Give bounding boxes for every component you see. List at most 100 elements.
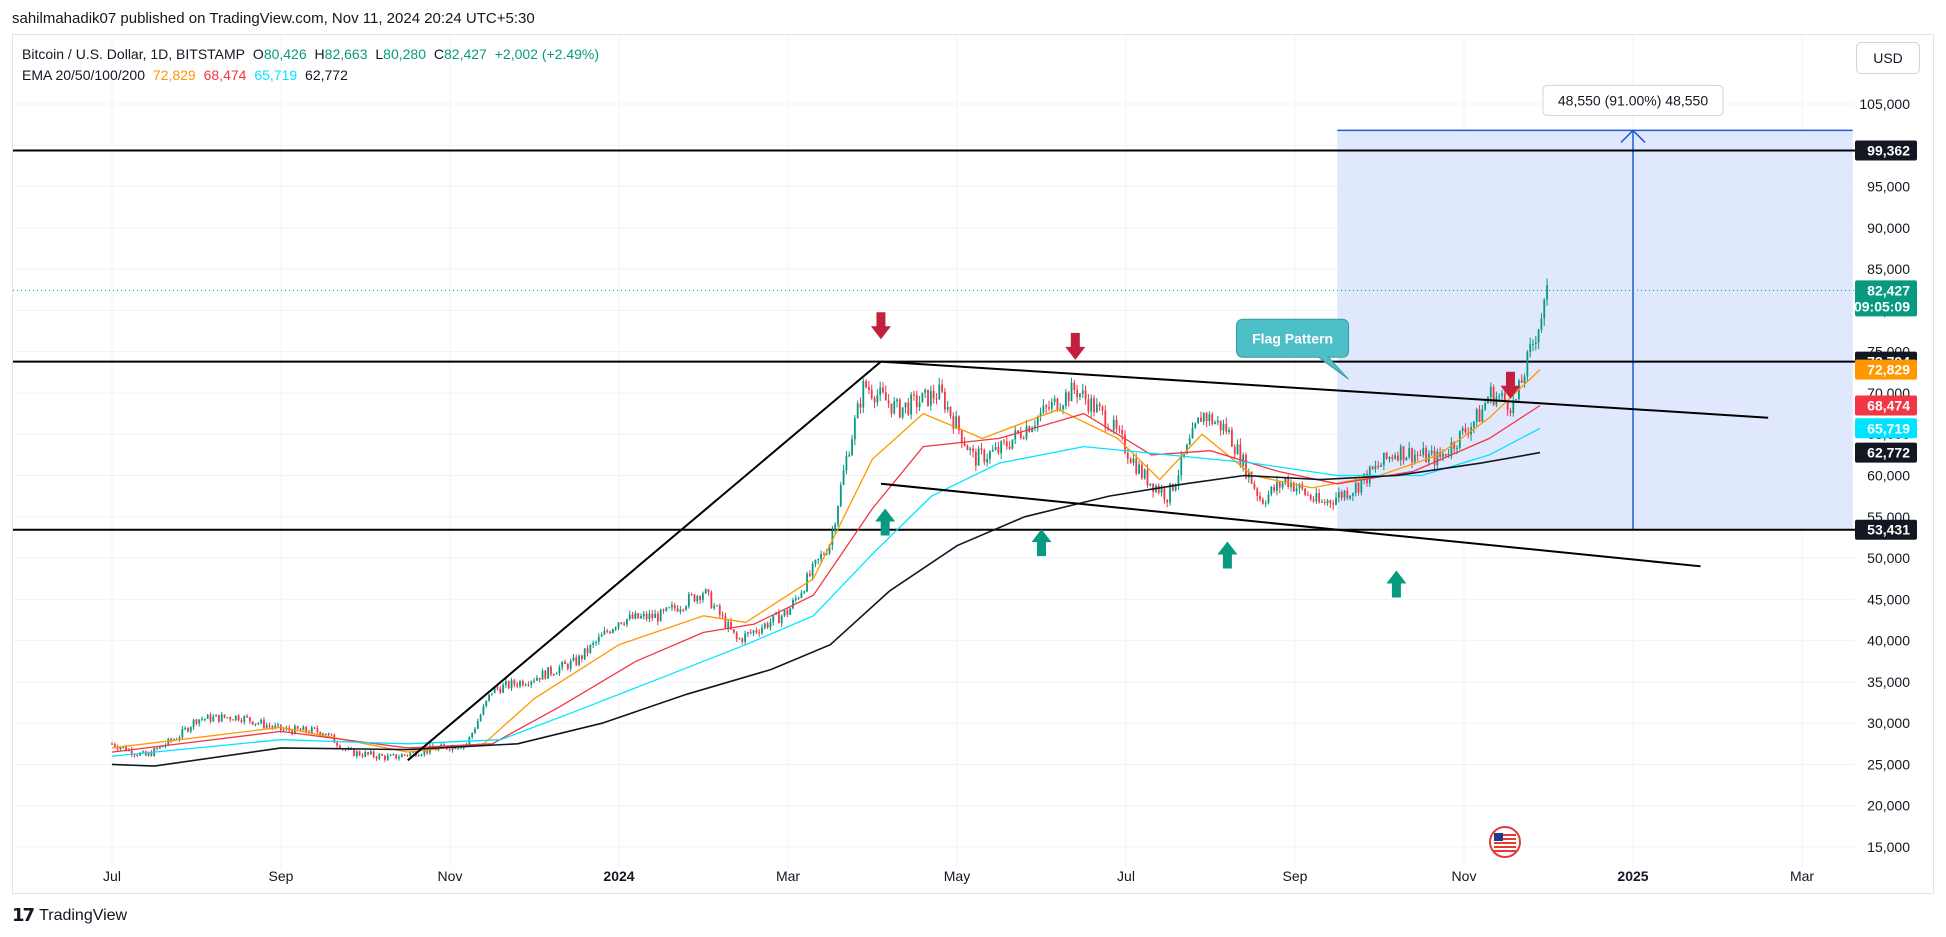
candle-body (792, 599, 794, 609)
candle-body (1073, 382, 1076, 390)
candle-body (651, 613, 654, 619)
candle-body (868, 387, 870, 390)
candle-body (977, 448, 980, 466)
candle-body (1267, 494, 1270, 504)
candle-body (1484, 403, 1487, 410)
candle-body (752, 630, 755, 633)
ema-label[interactable]: EMA 20/50/100/200 (22, 67, 145, 83)
candle-body (1537, 329, 1540, 343)
candle-body (558, 667, 561, 674)
candle-body (257, 723, 260, 725)
price-tick: 40,000 (1867, 633, 1910, 649)
candle-body (873, 397, 876, 403)
candle-body (274, 725, 277, 728)
candle-body (1464, 428, 1467, 433)
candle-body (972, 448, 974, 452)
candle-body (820, 554, 822, 559)
candle-body (212, 716, 215, 722)
candle-body (420, 754, 423, 756)
candle-body (656, 613, 659, 622)
candle-body (837, 506, 839, 525)
price-tick: 45,000 (1867, 591, 1910, 607)
currency-selector[interactable]: USD (1856, 42, 1920, 74)
candle-body (1101, 406, 1104, 411)
candle-body (597, 636, 600, 642)
candle-body (1337, 492, 1340, 498)
candle-body (1050, 401, 1053, 409)
candle-body (1529, 344, 1532, 353)
candle-body (609, 631, 611, 634)
candle-body (142, 751, 144, 753)
candle-body (1056, 398, 1059, 411)
candle-body (1501, 393, 1503, 396)
up-arrow-icon (1386, 570, 1407, 598)
candle-body (226, 717, 229, 719)
time-tick: Sep (269, 868, 294, 884)
candle-body (1405, 457, 1408, 461)
candle-body (1442, 453, 1444, 457)
candle-body (1081, 390, 1084, 394)
candle-body (1160, 488, 1163, 493)
candle-body (1489, 386, 1492, 398)
candle-body (1076, 389, 1079, 398)
candle-body (1540, 318, 1543, 330)
price-tag-text: 62,772 (1867, 445, 1910, 461)
candle-body (853, 418, 856, 440)
candle-body (963, 442, 966, 446)
candle-body (808, 573, 811, 576)
candle-body (299, 728, 302, 731)
candle-body (648, 613, 651, 620)
signal-arrows (870, 312, 1521, 598)
up-arrow-icon (1031, 529, 1052, 557)
footer-brand[interactable]: 𝟭𝟳 TradingView (12, 905, 127, 926)
candle-body (730, 622, 732, 630)
candle-body (960, 430, 963, 443)
candle-body (322, 733, 324, 735)
candle-body (707, 589, 710, 593)
candle-body (1461, 428, 1464, 431)
price-tick: 50,000 (1867, 550, 1910, 566)
price-tag-bg (1855, 280, 1917, 317)
candle-body (1475, 409, 1478, 422)
candle-body (1250, 471, 1253, 484)
time-axis: Jul Sep Nov 2024 Mar May Jul Sep Nov 2025 Mar (103, 868, 1814, 884)
candle-body (1270, 486, 1273, 495)
candle-body (339, 745, 341, 749)
candle-body (1194, 423, 1197, 428)
candle-body (1022, 437, 1025, 439)
candle-body (1509, 410, 1512, 413)
candle-body (1413, 454, 1416, 463)
candle-body (220, 714, 223, 722)
candle-body (856, 403, 859, 419)
price-tags: 99,36282,42709:05:0973,79472,82968,47465… (1489, 140, 1917, 858)
candle-body (851, 439, 853, 456)
candle-body (156, 748, 158, 750)
candle-body (1236, 444, 1239, 455)
candle-body (1323, 501, 1326, 504)
candle-body (170, 738, 172, 741)
candle-body (417, 755, 420, 757)
ema100-value: 65,719 (254, 67, 298, 83)
candle-body (201, 719, 203, 721)
candle-body (1290, 482, 1292, 487)
candle-body (1346, 490, 1349, 499)
candle-body (1140, 464, 1143, 479)
price-tag: 72,829 (1855, 359, 1917, 380)
candle-body (1118, 428, 1121, 430)
candle-body (392, 754, 395, 756)
candle-body (1298, 484, 1301, 489)
candle-body (184, 727, 187, 729)
candle-body (1208, 414, 1211, 422)
candle-body (206, 714, 209, 719)
candle-body (296, 726, 299, 729)
price-tag-bg (1855, 140, 1917, 161)
candle-body (1188, 438, 1191, 445)
candle-body (817, 558, 820, 561)
candle-body (1045, 405, 1048, 408)
candle-body (310, 727, 313, 734)
symbol-name[interactable]: Bitcoin / U.S. Dollar, 1D, BITSTAMP (22, 46, 246, 62)
candle-body (158, 746, 161, 749)
candle-body (1019, 432, 1022, 438)
candle-body (1121, 429, 1124, 435)
